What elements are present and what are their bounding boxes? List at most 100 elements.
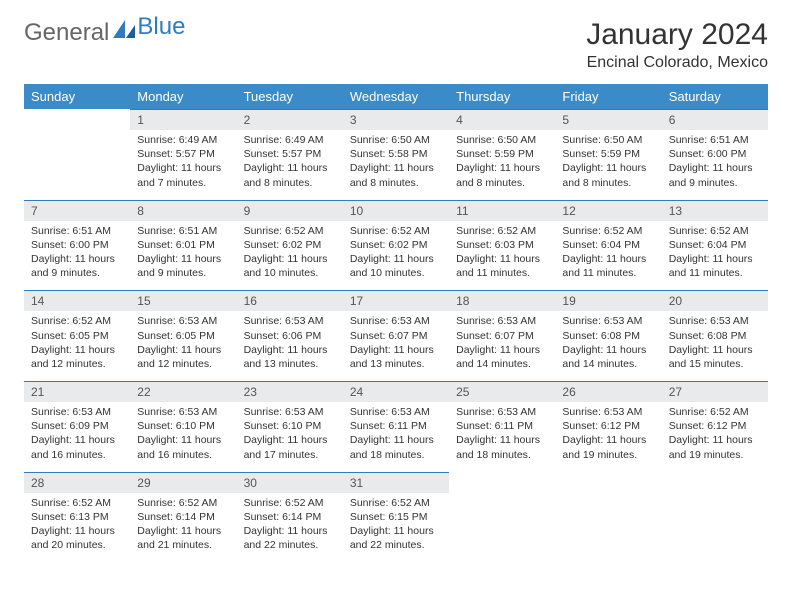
calendar-week-row: 28Sunrise: 6:52 AMSunset: 6:13 PMDayligh… (24, 472, 768, 563)
sunrise-line: Sunrise: 6:50 AM (562, 133, 654, 147)
sunset-line: Sunset: 6:10 PM (137, 419, 229, 433)
calendar-day-cell: 21Sunrise: 6:53 AMSunset: 6:09 PMDayligh… (24, 381, 130, 472)
day-number: 30 (237, 472, 343, 493)
day-number: 9 (237, 200, 343, 221)
sunrise-line: Sunrise: 6:53 AM (244, 405, 336, 419)
day-number: 24 (343, 381, 449, 402)
day-details: Sunrise: 6:52 AMSunset: 6:02 PMDaylight:… (237, 221, 343, 291)
day-details: Sunrise: 6:52 AMSunset: 6:15 PMDaylight:… (343, 493, 449, 563)
calendar-day-cell: 12Sunrise: 6:52 AMSunset: 6:04 PMDayligh… (555, 200, 661, 291)
calendar-day-cell: 9Sunrise: 6:52 AMSunset: 6:02 PMDaylight… (237, 200, 343, 291)
calendar-day-cell: 25Sunrise: 6:53 AMSunset: 6:11 PMDayligh… (449, 381, 555, 472)
day-details: Sunrise: 6:52 AMSunset: 6:04 PMDaylight:… (555, 221, 661, 291)
day-number: 1 (130, 109, 236, 130)
sunrise-line: Sunrise: 6:52 AM (350, 224, 442, 238)
sunset-line: Sunset: 6:00 PM (669, 147, 761, 161)
day-number: 18 (449, 290, 555, 311)
day-details: Sunrise: 6:53 AMSunset: 6:06 PMDaylight:… (237, 311, 343, 381)
daylight-line: Daylight: 11 hours and 10 minutes. (244, 252, 336, 280)
calendar-day-cell: 19Sunrise: 6:53 AMSunset: 6:08 PMDayligh… (555, 290, 661, 381)
sunrise-line: Sunrise: 6:52 AM (137, 496, 229, 510)
daylight-line: Daylight: 11 hours and 19 minutes. (669, 433, 761, 461)
calendar-day-cell: 20Sunrise: 6:53 AMSunset: 6:08 PMDayligh… (662, 290, 768, 381)
sunset-line: Sunset: 6:01 PM (137, 238, 229, 252)
sunset-line: Sunset: 6:02 PM (244, 238, 336, 252)
daylight-line: Daylight: 11 hours and 16 minutes. (31, 433, 123, 461)
sunrise-line: Sunrise: 6:51 AM (669, 133, 761, 147)
day-number: 12 (555, 200, 661, 221)
day-number: 13 (662, 200, 768, 221)
daylight-line: Daylight: 11 hours and 11 minutes. (669, 252, 761, 280)
calendar-day-cell: 28Sunrise: 6:52 AMSunset: 6:13 PMDayligh… (24, 472, 130, 563)
day-details: Sunrise: 6:49 AMSunset: 5:57 PMDaylight:… (237, 130, 343, 200)
day-number: 14 (24, 290, 130, 311)
calendar-body: .1Sunrise: 6:49 AMSunset: 5:57 PMDayligh… (24, 109, 768, 562)
sunrise-line: Sunrise: 6:53 AM (456, 405, 548, 419)
daylight-line: Daylight: 11 hours and 22 minutes. (244, 524, 336, 552)
calendar-day-cell: 29Sunrise: 6:52 AMSunset: 6:14 PMDayligh… (130, 472, 236, 563)
day-number: 10 (343, 200, 449, 221)
day-details: Sunrise: 6:50 AMSunset: 5:59 PMDaylight:… (555, 130, 661, 200)
sunset-line: Sunset: 5:59 PM (456, 147, 548, 161)
weekday-header: Monday (130, 84, 236, 109)
location-text: Encinal Colorado, Mexico (586, 54, 768, 72)
sunset-line: Sunset: 6:13 PM (31, 510, 123, 524)
day-number: 20 (662, 290, 768, 311)
sunrise-line: Sunrise: 6:52 AM (669, 405, 761, 419)
sunset-line: Sunset: 6:11 PM (456, 419, 548, 433)
day-details: Sunrise: 6:52 AMSunset: 6:05 PMDaylight:… (24, 311, 130, 381)
daylight-line: Daylight: 11 hours and 20 minutes. (31, 524, 123, 552)
daylight-line: Daylight: 11 hours and 8 minutes. (350, 161, 442, 189)
day-number: 11 (449, 200, 555, 221)
day-number: 17 (343, 290, 449, 311)
sunset-line: Sunset: 6:05 PM (137, 329, 229, 343)
daylight-line: Daylight: 11 hours and 15 minutes. (669, 343, 761, 371)
calendar-day-cell: 5Sunrise: 6:50 AMSunset: 5:59 PMDaylight… (555, 109, 661, 200)
logo-text-general: General (24, 19, 109, 47)
day-number: 21 (24, 381, 130, 402)
calendar-week-row: .1Sunrise: 6:49 AMSunset: 5:57 PMDayligh… (24, 109, 768, 200)
sunset-line: Sunset: 5:57 PM (244, 147, 336, 161)
sunrise-line: Sunrise: 6:53 AM (350, 314, 442, 328)
sunrise-line: Sunrise: 6:53 AM (456, 314, 548, 328)
calendar-day-cell: 13Sunrise: 6:52 AMSunset: 6:04 PMDayligh… (662, 200, 768, 291)
day-number: 25 (449, 381, 555, 402)
sunset-line: Sunset: 6:08 PM (562, 329, 654, 343)
logo: General Blue (24, 18, 185, 47)
calendar-table: SundayMondayTuesdayWednesdayThursdayFrid… (24, 84, 768, 562)
day-number: 8 (130, 200, 236, 221)
sunrise-line: Sunrise: 6:49 AM (137, 133, 229, 147)
sunrise-line: Sunrise: 6:52 AM (456, 224, 548, 238)
calendar-day-cell: 11Sunrise: 6:52 AMSunset: 6:03 PMDayligh… (449, 200, 555, 291)
sunrise-line: Sunrise: 6:52 AM (244, 496, 336, 510)
calendar-day-cell: 14Sunrise: 6:52 AMSunset: 6:05 PMDayligh… (24, 290, 130, 381)
calendar-day-cell: 7Sunrise: 6:51 AMSunset: 6:00 PMDaylight… (24, 200, 130, 291)
sunset-line: Sunset: 6:03 PM (456, 238, 548, 252)
sunset-line: Sunset: 6:08 PM (669, 329, 761, 343)
daylight-line: Daylight: 11 hours and 9 minutes. (137, 252, 229, 280)
calendar-day-cell: . (662, 472, 768, 563)
day-number: 31 (343, 472, 449, 493)
day-details: Sunrise: 6:51 AMSunset: 6:00 PMDaylight:… (24, 221, 130, 291)
sunrise-line: Sunrise: 6:53 AM (137, 314, 229, 328)
day-details: Sunrise: 6:53 AMSunset: 6:12 PMDaylight:… (555, 402, 661, 472)
calendar-day-cell: 8Sunrise: 6:51 AMSunset: 6:01 PMDaylight… (130, 200, 236, 291)
day-number: 15 (130, 290, 236, 311)
daylight-line: Daylight: 11 hours and 17 minutes. (244, 433, 336, 461)
day-details: Sunrise: 6:53 AMSunset: 6:11 PMDaylight:… (343, 402, 449, 472)
day-number: 23 (237, 381, 343, 402)
day-number: 22 (130, 381, 236, 402)
daylight-line: Daylight: 11 hours and 8 minutes. (456, 161, 548, 189)
day-details: Sunrise: 6:52 AMSunset: 6:03 PMDaylight:… (449, 221, 555, 291)
daylight-line: Daylight: 11 hours and 9 minutes. (31, 252, 123, 280)
calendar-day-cell: 17Sunrise: 6:53 AMSunset: 6:07 PMDayligh… (343, 290, 449, 381)
day-details: Sunrise: 6:53 AMSunset: 6:10 PMDaylight:… (237, 402, 343, 472)
day-details: Sunrise: 6:53 AMSunset: 6:11 PMDaylight:… (449, 402, 555, 472)
day-details: Sunrise: 6:52 AMSunset: 6:14 PMDaylight:… (237, 493, 343, 563)
sunrise-line: Sunrise: 6:52 AM (244, 224, 336, 238)
daylight-line: Daylight: 11 hours and 19 minutes. (562, 433, 654, 461)
calendar-day-cell: 30Sunrise: 6:52 AMSunset: 6:14 PMDayligh… (237, 472, 343, 563)
page-header: General Blue January 2024 Encinal Colora… (24, 18, 768, 72)
page-title: January 2024 (586, 18, 768, 52)
sunrise-line: Sunrise: 6:49 AM (244, 133, 336, 147)
